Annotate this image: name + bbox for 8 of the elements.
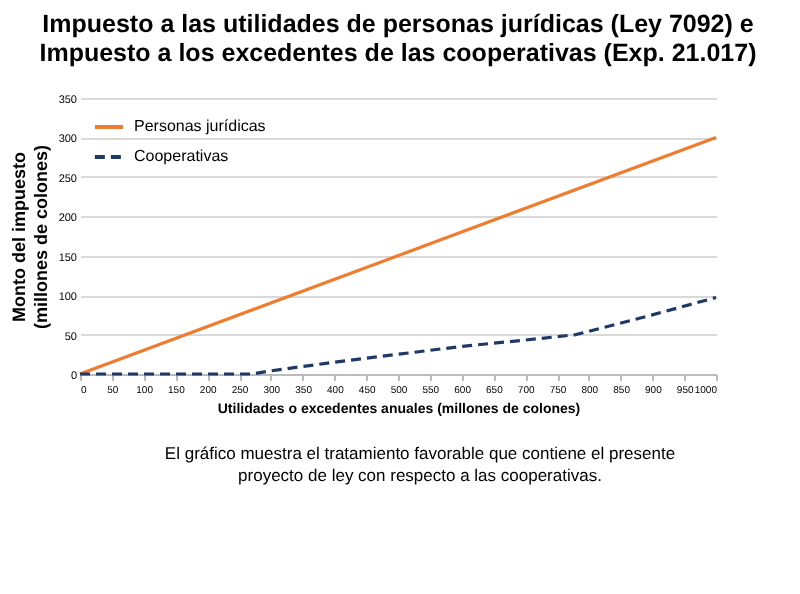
legend-label: Personas jurídicas — [134, 117, 266, 135]
text: Impuesto a las utilidades de personas jurídicas (Ley 7092) e — [42, 10, 754, 38]
text: Monto del impuesto — [8, 152, 29, 322]
line-series — [78, 295, 718, 376]
text: El gráfico muestra el tratamiento favorable que contiene el presente proyecto de ley con respecto a las cooperativas. — [164, 443, 676, 485]
text: (millones de colones) — [30, 144, 51, 330]
text: Impuesto a los excedentes de las cooperativas (Exp. 21.017) — [39, 39, 757, 67]
legend-label: Cooperativas — [134, 147, 229, 165]
